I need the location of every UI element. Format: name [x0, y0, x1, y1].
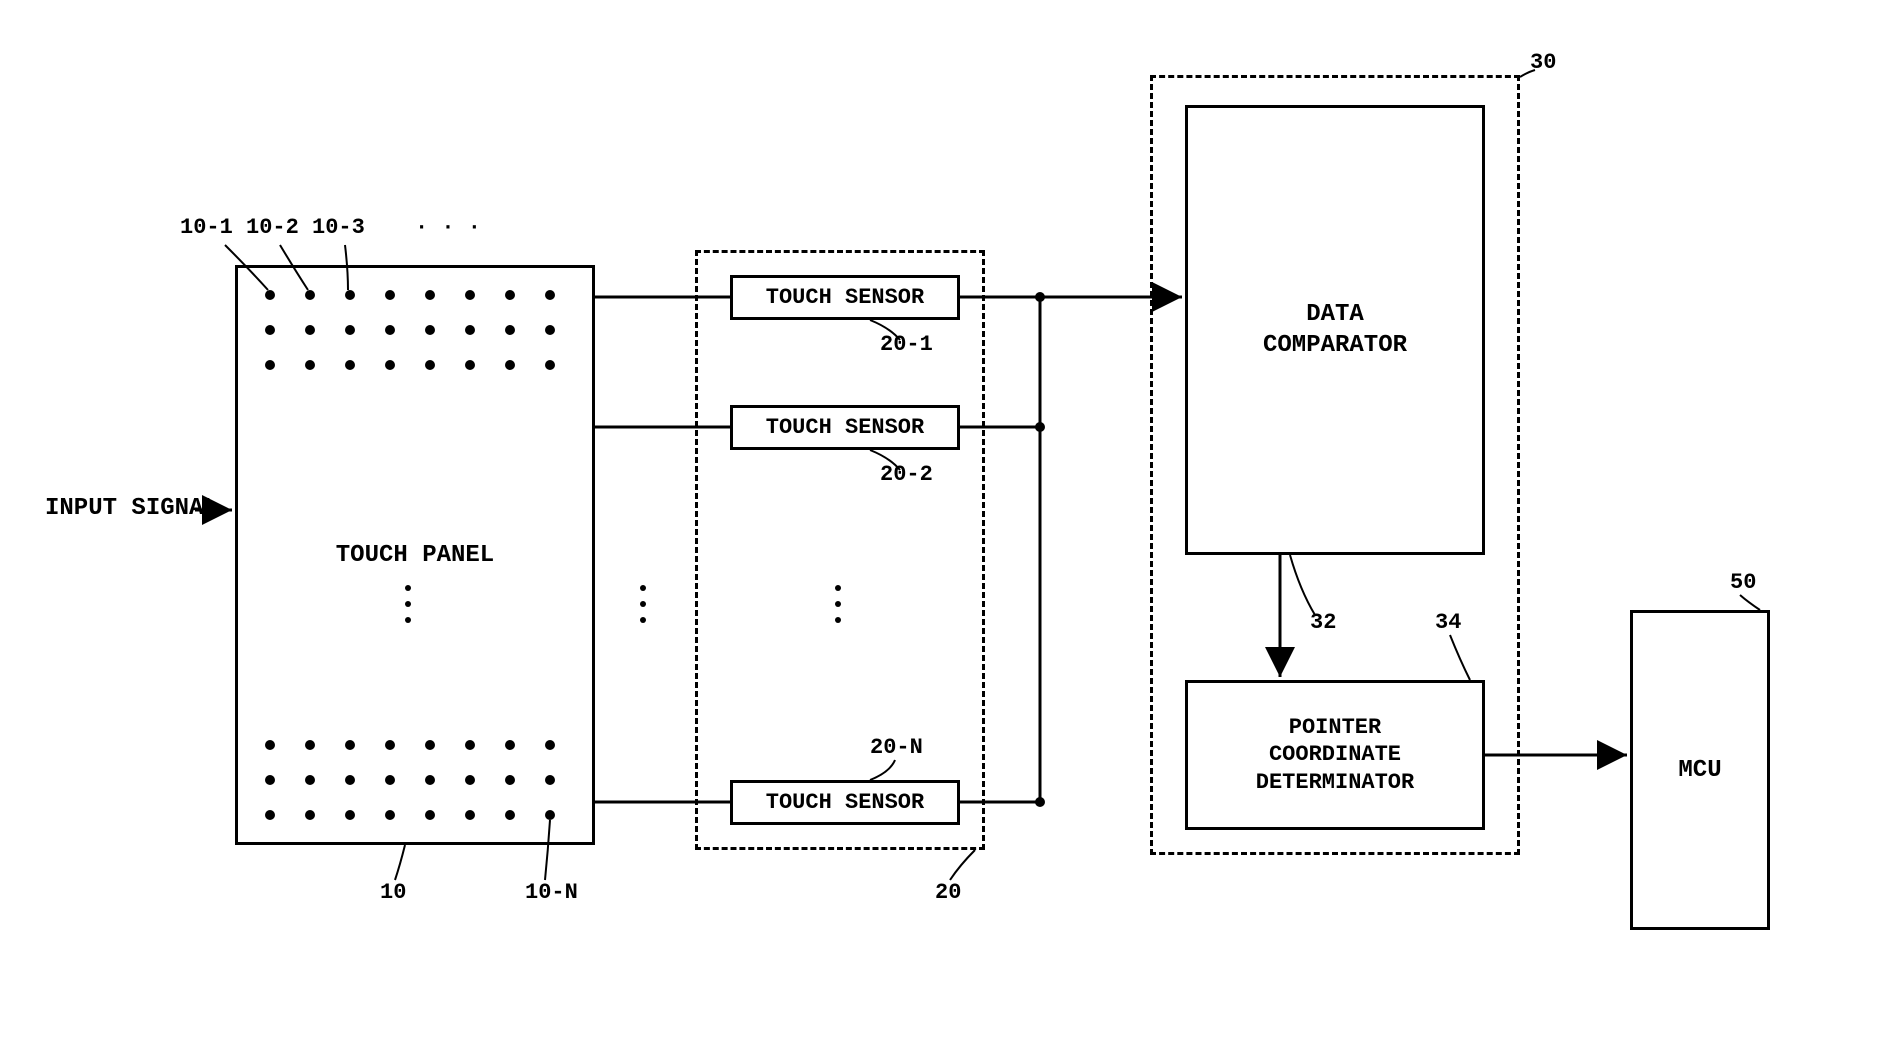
data-comparator-box: DATA COMPARATOR	[1185, 105, 1485, 555]
label-10-ellipsis: · · ·	[415, 215, 481, 240]
touch-sensor-n: TOUCH SENSOR	[730, 780, 960, 825]
label-10-1: 10-1 10-2 10-3	[180, 215, 365, 240]
label-32: 32	[1310, 610, 1336, 635]
touch-panel-box: TOUCH PANEL	[235, 265, 595, 845]
label-20-1: 20-1	[880, 332, 933, 357]
label-10n: 10-N	[525, 880, 578, 905]
label-30: 30	[1530, 50, 1556, 75]
input-signal-label: INPUT SIGNAL	[45, 495, 218, 522]
label-10: 10	[380, 880, 406, 905]
label-20-2: 20-2	[880, 462, 933, 487]
label-34: 34	[1435, 610, 1461, 635]
vdots-panel	[405, 585, 411, 623]
label-20: 20	[935, 880, 961, 905]
label-50: 50	[1730, 570, 1756, 595]
block-diagram: INPUT SIGNAL TOUCH PANEL TOUCH SENSOR TO…	[0, 0, 1882, 1045]
mcu-box: MCU	[1630, 610, 1770, 930]
label-20-n: 20-N	[870, 735, 923, 760]
determinator-box: POINTER COORDINATE DETERMINATOR	[1185, 680, 1485, 830]
touch-sensor-1: TOUCH SENSOR	[730, 275, 960, 320]
touch-sensor-2: TOUCH SENSOR	[730, 405, 960, 450]
touch-panel-label: TOUCH PANEL	[336, 542, 494, 569]
vdots-mid	[640, 585, 646, 623]
sensor-block-container	[695, 250, 985, 850]
